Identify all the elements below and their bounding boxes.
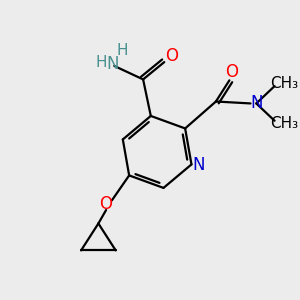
Text: O: O bbox=[166, 47, 178, 65]
Text: H: H bbox=[95, 55, 106, 70]
Text: O: O bbox=[100, 195, 112, 213]
Text: N: N bbox=[250, 94, 262, 112]
Text: N: N bbox=[192, 156, 205, 174]
Text: N: N bbox=[106, 55, 118, 73]
Text: CH₃: CH₃ bbox=[270, 76, 298, 91]
Text: H: H bbox=[116, 43, 128, 58]
Text: O: O bbox=[225, 63, 238, 81]
Text: CH₃: CH₃ bbox=[270, 116, 298, 131]
